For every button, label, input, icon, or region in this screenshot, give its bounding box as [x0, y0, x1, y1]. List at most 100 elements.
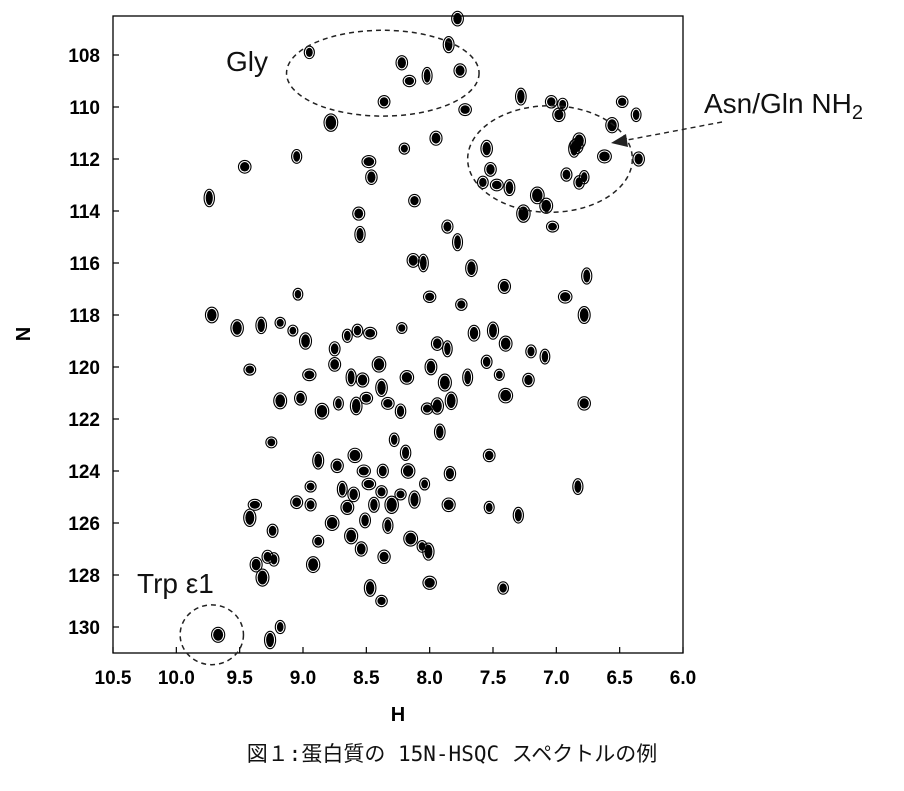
peak — [268, 552, 280, 567]
peak — [408, 490, 421, 509]
peak — [377, 95, 391, 109]
peak — [294, 390, 307, 406]
gly-label: Gly — [226, 46, 268, 77]
x-tick-label: 10.0 — [158, 668, 195, 689]
peak — [356, 464, 371, 478]
peak — [355, 372, 370, 388]
peak — [544, 95, 558, 109]
peak — [340, 499, 355, 516]
peak — [403, 530, 419, 547]
peak — [304, 498, 317, 512]
x-tick-label: 9.5 — [226, 668, 253, 689]
peak — [381, 396, 395, 410]
peak — [230, 319, 244, 337]
peak — [375, 485, 388, 499]
peak — [568, 139, 581, 158]
y-tick-label: 130 — [68, 618, 100, 639]
peak — [255, 568, 270, 587]
peak — [402, 74, 417, 88]
peak — [498, 335, 513, 352]
peak — [577, 396, 591, 411]
plot-frame — [112, 15, 684, 654]
peak — [394, 403, 407, 419]
peak — [408, 193, 421, 208]
peak — [442, 340, 453, 358]
asn-gln-subscript: 2 — [852, 102, 863, 124]
peak — [328, 357, 342, 372]
x-axis-label: H — [391, 704, 405, 726]
peak — [375, 594, 388, 608]
peak — [292, 287, 304, 301]
y-tick-label: 114 — [69, 202, 100, 223]
peak — [351, 323, 364, 338]
peak — [400, 463, 416, 479]
peak — [376, 463, 389, 479]
peak — [424, 358, 438, 376]
peak — [529, 186, 545, 205]
peak — [480, 354, 493, 369]
peak — [395, 55, 409, 71]
peak — [486, 321, 500, 340]
peak — [243, 363, 257, 376]
peak — [419, 477, 431, 491]
peak — [497, 278, 512, 294]
figure-caption: 図１:蛋白質の 15N-HSQC スペクトルの例 — [246, 742, 658, 766]
peak — [615, 95, 629, 109]
peak — [581, 267, 593, 285]
peak — [572, 478, 584, 496]
peak — [516, 204, 531, 223]
peak — [341, 328, 353, 343]
peak — [352, 206, 366, 221]
peak — [484, 161, 497, 177]
peak — [377, 549, 391, 565]
peak — [429, 130, 443, 146]
peak — [274, 316, 286, 329]
peak — [368, 496, 380, 513]
peak — [359, 512, 372, 529]
peak — [452, 233, 464, 252]
peak — [597, 149, 612, 164]
peak — [336, 480, 348, 498]
peak — [299, 332, 313, 350]
peak — [433, 423, 446, 441]
peak — [441, 219, 454, 234]
y-tick-label: 118 — [69, 306, 100, 327]
peak — [375, 378, 388, 398]
y-tick-label: 128 — [68, 566, 100, 587]
y-tick-label: 122 — [68, 410, 100, 431]
asn-gln-label-text: Asn/Gln NH — [704, 88, 852, 119]
peak — [354, 225, 366, 243]
peak — [430, 397, 445, 415]
peak — [274, 619, 286, 635]
x-tick-label: 6.5 — [606, 668, 633, 689]
x-axis: 10.5 10.0 9.5 9.0 8.5 8.0 7.5 7.0 6.5 6.0 — [95, 647, 696, 689]
peak — [489, 178, 504, 192]
x-tick-label: 10.5 — [95, 668, 132, 689]
peak — [365, 169, 378, 186]
peak — [539, 197, 554, 214]
peak — [354, 541, 368, 557]
peak — [458, 103, 472, 117]
x-tick-label: 7.5 — [480, 668, 507, 689]
peak — [243, 508, 257, 528]
peak — [557, 97, 569, 112]
annotation-region-ellipse — [466, 104, 634, 214]
y-tick-label: 108 — [68, 46, 100, 67]
annotation-region-ellipse — [179, 604, 245, 666]
peak — [330, 458, 344, 474]
peak — [503, 179, 516, 197]
peak — [290, 495, 304, 510]
peak — [467, 324, 481, 342]
asn-gln-label: Asn/Gln NH2 — [704, 88, 863, 124]
peak — [462, 368, 474, 387]
peak-layer — [203, 10, 645, 650]
peak — [210, 626, 226, 643]
peak — [398, 142, 411, 155]
arrow-head-icon — [611, 134, 628, 147]
x-tick-label: 7.0 — [543, 668, 569, 689]
peak — [483, 500, 495, 515]
peak — [577, 305, 591, 325]
peak — [323, 113, 339, 132]
peak — [255, 316, 268, 335]
peak — [363, 579, 377, 597]
